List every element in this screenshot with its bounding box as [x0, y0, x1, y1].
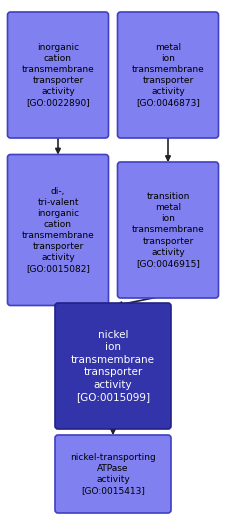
Text: di-,
tri-valent
inorganic
cation
transmembrane
transporter
activity
[GO:0015082]: di-, tri-valent inorganic cation transme…	[22, 187, 94, 274]
FancyBboxPatch shape	[7, 12, 108, 138]
FancyBboxPatch shape	[7, 155, 108, 305]
Text: metal
ion
transmembrane
transporter
activity
[GO:0046873]: metal ion transmembrane transporter acti…	[131, 43, 203, 107]
FancyBboxPatch shape	[117, 162, 218, 298]
Text: nickel
ion
transmembrane
transporter
activity
[GO:0015099]: nickel ion transmembrane transporter act…	[71, 330, 154, 402]
FancyBboxPatch shape	[117, 12, 218, 138]
Text: nickel-transporting
ATPase
activity
[GO:0015413]: nickel-transporting ATPase activity [GO:…	[70, 453, 155, 495]
FancyBboxPatch shape	[55, 303, 170, 429]
Text: inorganic
cation
transmembrane
transporter
activity
[GO:0022890]: inorganic cation transmembrane transport…	[22, 43, 94, 107]
Text: transition
metal
ion
transmembrane
transporter
activity
[GO:0046915]: transition metal ion transmembrane trans…	[131, 192, 203, 268]
FancyBboxPatch shape	[55, 435, 170, 513]
